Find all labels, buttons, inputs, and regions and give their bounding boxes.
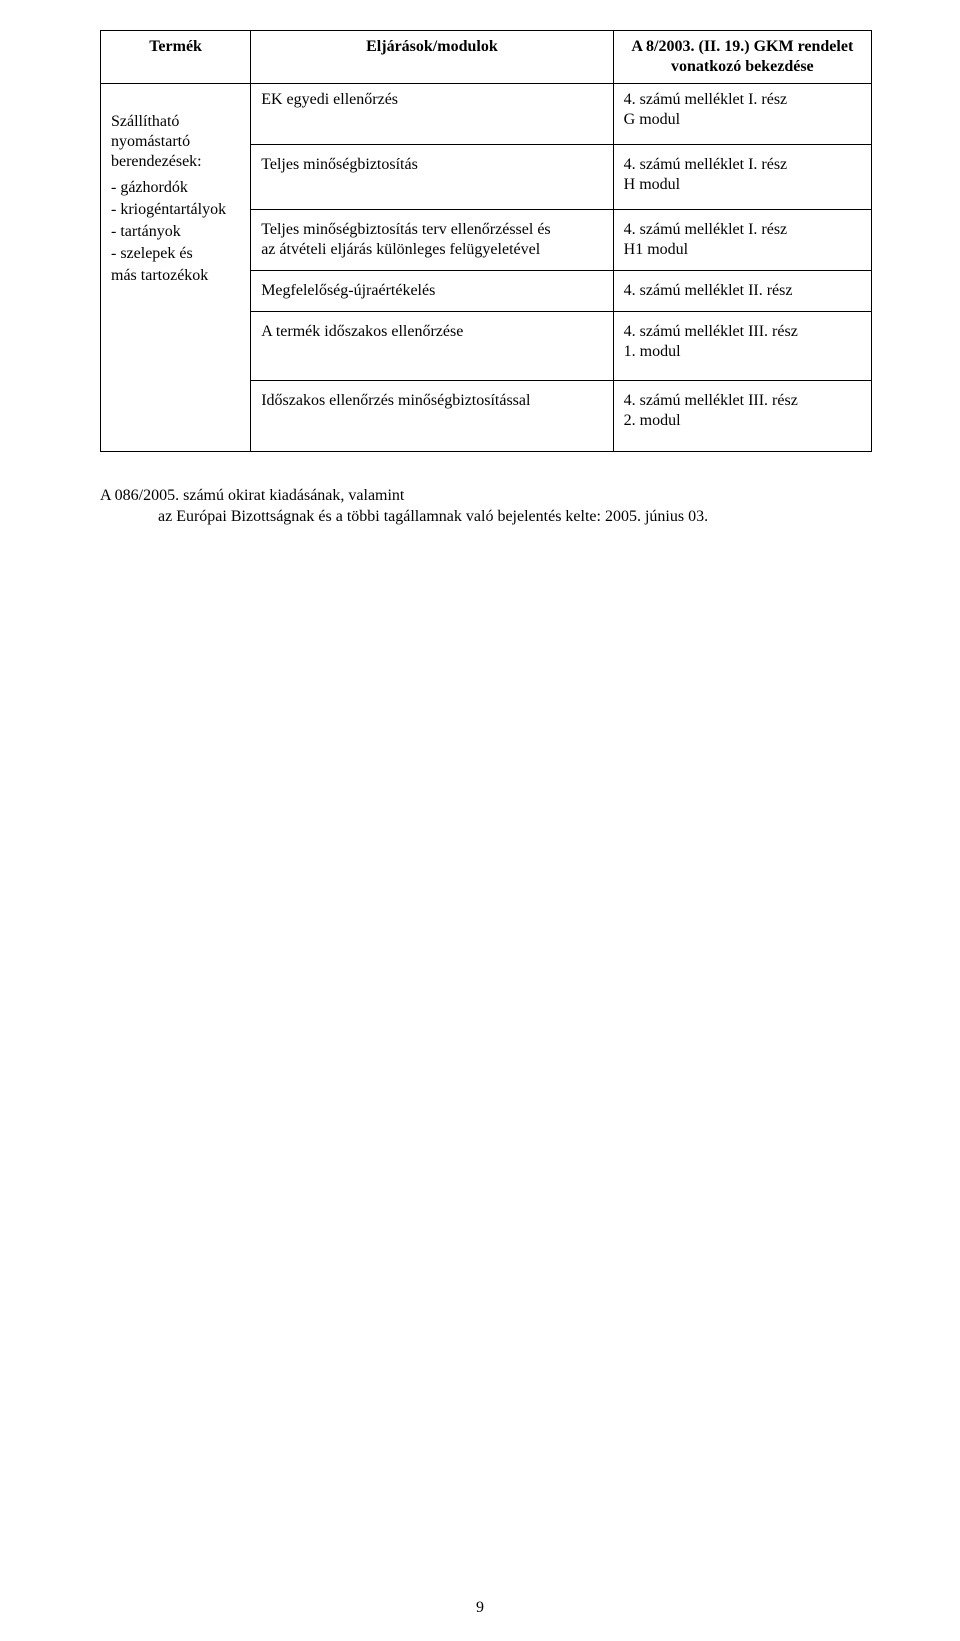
ref-cell: 4. számú melléklet I. rész G modul bbox=[613, 84, 871, 145]
header-col2: Eljárások/modulok bbox=[251, 31, 613, 84]
ref-text: 4. számú melléklet II. rész bbox=[624, 281, 863, 301]
left-line: berendezések: bbox=[111, 152, 242, 172]
left-block: Szállítható nyomástartó berendezések: - … bbox=[111, 112, 242, 286]
left-bullet: más tartozékok bbox=[111, 266, 242, 286]
ref-text: 4. számú melléklet I. rész bbox=[624, 220, 863, 240]
left-bullet: - szelepek és bbox=[111, 244, 242, 264]
ref-cell: 4. számú melléklet III. rész 2. modul bbox=[613, 381, 871, 452]
footer-line1: A 086/2005. számú okirat kiadásának, val… bbox=[100, 487, 404, 504]
proc-text: EK egyedi ellenőrzés bbox=[261, 90, 602, 110]
proc-text: Megfelelőség-újraértékelés bbox=[261, 281, 602, 301]
proc-cell: Teljes minőségbiztosítás terv ellenőrzés… bbox=[251, 210, 613, 271]
main-table: Termék Eljárások/modulok A 8/2003. (II. … bbox=[100, 30, 872, 452]
ref-cell: 4. számú melléklet I. rész H modul bbox=[613, 145, 871, 210]
footer-paragraph: A 086/2005. számú okirat kiadásának, val… bbox=[100, 486, 872, 528]
ref-cell: 4. számú melléklet II. rész bbox=[613, 271, 871, 312]
proc-cell: EK egyedi ellenőrzés bbox=[251, 84, 613, 145]
ref-text: 1. modul bbox=[624, 342, 863, 362]
proc-cell: Teljes minőségbiztosítás bbox=[251, 145, 613, 210]
proc-text: A termék időszakos ellenőrzése bbox=[261, 322, 602, 342]
proc-cell: Időszakos ellenőrzés minőségbiztosítássa… bbox=[251, 381, 613, 452]
header-col3: A 8/2003. (II. 19.) GKM rendelet vonatko… bbox=[613, 31, 871, 84]
ref-text: H1 modul bbox=[624, 240, 863, 260]
left-line: Szállítható bbox=[111, 112, 242, 132]
header-col1: Termék bbox=[101, 31, 251, 84]
ref-text: 4. számú melléklet III. rész bbox=[624, 391, 863, 411]
left-bullet: - tartányok bbox=[111, 222, 242, 242]
footer-line2: az Európai Bizottságnak és a többi tagál… bbox=[100, 507, 872, 528]
proc-cell: Megfelelőség-újraértékelés bbox=[251, 271, 613, 312]
ref-text: 4. számú melléklet III. rész bbox=[624, 322, 863, 342]
ref-cell: 4. számú melléklet III. rész 1. modul bbox=[613, 312, 871, 381]
ref-text: 4. számú melléklet I. rész bbox=[624, 155, 863, 175]
ref-cell: 4. számú melléklet I. rész H1 modul bbox=[613, 210, 871, 271]
page: Termék Eljárások/modulok A 8/2003. (II. … bbox=[0, 0, 960, 1641]
left-rowspan-cell: Szállítható nyomástartó berendezések: - … bbox=[101, 84, 251, 452]
proc-text: Teljes minőségbiztosítás terv ellenőrzés… bbox=[261, 220, 602, 240]
proc-cell: A termék időszakos ellenőrzése bbox=[251, 312, 613, 381]
page-number: 9 bbox=[0, 1599, 960, 1617]
left-bullets: - gázhordók - kriogéntartályok - tartány… bbox=[111, 178, 242, 286]
left-bullet: - gázhordók bbox=[111, 178, 242, 198]
ref-text: 2. modul bbox=[624, 411, 863, 431]
left-bullet: - kriogéntartályok bbox=[111, 200, 242, 220]
proc-text: Időszakos ellenőrzés minőségbiztosítássa… bbox=[261, 391, 602, 411]
table-row: Szállítható nyomástartó berendezések: - … bbox=[101, 84, 872, 145]
ref-text: 4. számú melléklet I. rész bbox=[624, 90, 863, 110]
ref-text: G modul bbox=[624, 110, 863, 130]
ref-text: H modul bbox=[624, 175, 863, 195]
table-header-row: Termék Eljárások/modulok A 8/2003. (II. … bbox=[101, 31, 872, 84]
proc-text: Teljes minőségbiztosítás bbox=[261, 155, 602, 175]
proc-text: az átvételi eljárás különleges felügyele… bbox=[261, 240, 602, 260]
left-line: nyomástartó bbox=[111, 132, 242, 152]
